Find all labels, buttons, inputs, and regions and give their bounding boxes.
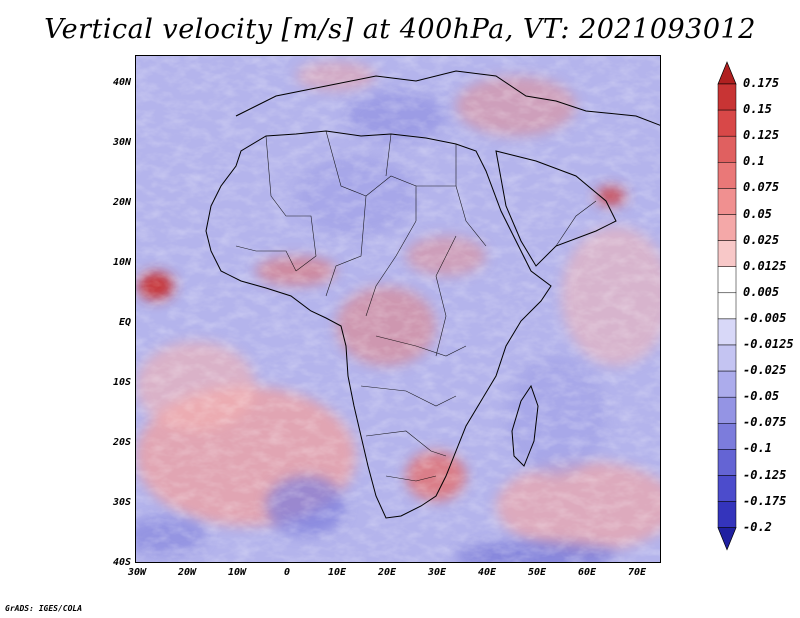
africa-coastline (205, 130, 552, 519)
colorbar-segment (717, 318, 737, 346)
colorbar-segment (717, 109, 737, 137)
lon-label: 60E (577, 567, 597, 578)
europe-coastline (235, 70, 660, 126)
lon-label: 30E (427, 567, 447, 578)
lon-label: 30W (127, 567, 147, 578)
colorbar-label: 0.05 (743, 206, 772, 221)
colorbar-label: 0.15 (743, 102, 772, 117)
colorbar-segment (717, 396, 737, 424)
colorbar-label: -0.025 (743, 363, 787, 378)
lat-label: 20N (112, 197, 131, 208)
colorbar-label: -0.075 (743, 415, 787, 430)
arabia-coastline (495, 150, 617, 267)
lat-label: 30S (112, 497, 131, 508)
colorbar-segment (717, 240, 737, 267)
colorbar-max-arrow (717, 61, 737, 85)
colorbar-label: -0.2 (743, 519, 772, 534)
lat-label: 40N (112, 77, 131, 88)
colorbar-segment (717, 449, 737, 476)
colorbar-segment (717, 344, 737, 372)
colorbar-segment (717, 188, 737, 215)
lat-label: 20S (112, 437, 131, 448)
colorbar-label: -0.0125 (743, 337, 794, 351)
colorbar-label: 0.125 (743, 128, 780, 143)
colorbar-segment (717, 162, 737, 189)
colorbar-segment (717, 83, 737, 111)
colorbar-label: -0.125 (743, 467, 787, 482)
colorbar (717, 61, 737, 551)
vertical-velocity-field (136, 56, 660, 562)
lon-label: 20E (377, 567, 397, 578)
lon-label: 50E (527, 567, 547, 578)
lon-label: 10E (327, 567, 347, 578)
colorbar-min-arrow (717, 527, 737, 551)
lon-label: 20W (177, 567, 197, 578)
colorbar-label: -0.175 (743, 493, 787, 508)
lat-label: 10S (112, 377, 131, 388)
colorbar-segment (717, 266, 737, 294)
colorbar-segment (717, 475, 737, 502)
colorbar-label: 0.075 (743, 180, 780, 195)
coastlines (205, 70, 660, 519)
madagascar-coastline (511, 384, 539, 467)
colorbar-segment (717, 501, 737, 528)
map-area[interactable] (135, 55, 661, 563)
grads-credit: GrADS: IGES/COLA (5, 604, 83, 613)
colorbar-label: 0.175 (743, 76, 780, 90)
colorbar-label: -0.05 (743, 389, 780, 404)
colorbar-segment (717, 370, 737, 398)
colorbar-label: 0.005 (743, 284, 780, 299)
lat-label: 40S (112, 557, 131, 568)
lon-label: 0 (283, 567, 291, 578)
country-borders (235, 130, 597, 482)
colorbar-label: 0.1 (743, 154, 765, 169)
colorbar-label: -0.005 (743, 310, 787, 325)
colorbar-label: 0.0125 (743, 258, 787, 273)
lat-label: EQ (118, 317, 131, 328)
lon-label: 70E (627, 567, 647, 578)
lat-label: 30N (112, 137, 131, 148)
colorbar-segment (717, 423, 737, 450)
colorbar-label: -0.1 (743, 441, 772, 456)
map-title: Vertical velocity [m/s] at 400hPa, VT: 2… (44, 14, 756, 45)
lat-label: 10N (112, 257, 131, 268)
lon-label: 10W (227, 567, 247, 578)
lon-label: 40E (477, 567, 497, 578)
colorbar-segment (717, 292, 737, 320)
colorbar-label: 0.025 (743, 232, 780, 247)
colorbar-segment (717, 214, 737, 241)
colorbar-segment (717, 135, 737, 163)
